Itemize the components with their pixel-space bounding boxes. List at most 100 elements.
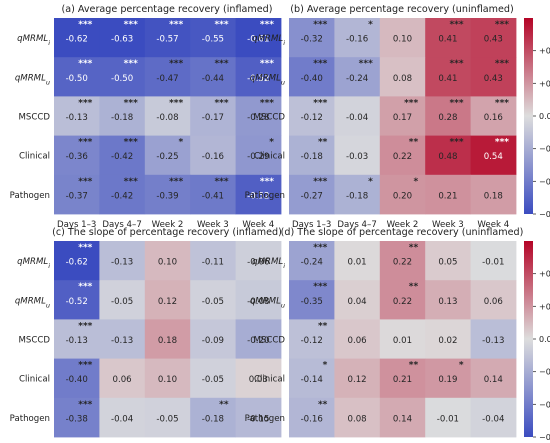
heatmap-cell <box>470 18 517 58</box>
significance-stars: *** <box>260 98 274 108</box>
heatmap-cell <box>99 96 146 136</box>
heatmap-cell <box>334 241 381 281</box>
row-label: Clinical <box>254 152 285 162</box>
cell-value: 0.21 <box>393 375 412 385</box>
heatmap-cell <box>144 241 191 281</box>
row-label: qMRMLi <box>17 257 50 270</box>
cell-value: -0.16 <box>202 152 224 162</box>
heatmap-cell <box>334 358 381 399</box>
colorbar-tick-label: +0.2 <box>539 79 550 88</box>
cell-value: 0.22 <box>393 152 412 162</box>
heatmap-cell <box>235 96 282 136</box>
cell-value: -0.52 <box>247 191 269 201</box>
heatmap-cell <box>235 135 282 176</box>
significance-stars: * <box>269 138 274 148</box>
cell-value: -0.40 <box>66 375 88 385</box>
cell-value: 0.43 <box>484 74 503 84</box>
heatmap-cell <box>144 319 191 359</box>
significance-stars: *** <box>449 98 463 108</box>
cell-value: -0.62 <box>66 258 88 268</box>
heatmap-cell <box>54 280 100 320</box>
cell-value: -0.29 <box>247 152 269 162</box>
row-label: Pathogen <box>10 191 50 201</box>
cell-value: -0.35 <box>301 297 323 307</box>
row-label: Clinical <box>254 375 285 385</box>
row-label: Pathogen <box>245 191 285 201</box>
cell-value: -0.24 <box>301 258 323 268</box>
significance-stars: *** <box>78 282 92 292</box>
heatmap-cell <box>379 397 426 438</box>
cell-value: 0.14 <box>393 414 412 424</box>
significance-stars: *** <box>313 20 327 30</box>
cell-value: -0.27 <box>301 191 323 201</box>
significance-stars: *** <box>169 59 183 69</box>
significance-stars: *** <box>78 321 92 331</box>
heatmap-cell <box>470 397 517 438</box>
significance-stars: *** <box>214 177 228 187</box>
column-label: Week 2 <box>387 220 419 230</box>
cell-value: 0.43 <box>484 35 503 45</box>
heatmap-panel-4: (d) The slope of percentage recovery (un… <box>245 227 523 438</box>
heatmap-cell <box>190 135 236 176</box>
column-label: Week 4 <box>477 220 509 230</box>
heatmap-cell <box>99 280 146 320</box>
significance-stars: *** <box>78 20 92 30</box>
heatmap-cell <box>334 135 381 176</box>
cell-value: -0.05 <box>202 297 224 307</box>
cell-value: 0.54 <box>484 152 503 162</box>
heatmap-cell <box>235 358 282 399</box>
cell-value: 0.22 <box>393 258 412 268</box>
column-label: Days 1–3 <box>292 220 331 230</box>
cell-value: 0.12 <box>158 297 177 307</box>
cell-value: 0.12 <box>348 375 367 385</box>
cell-value: -0.50 <box>66 74 88 84</box>
cell-value: 0.08 <box>348 414 367 424</box>
significance-stars: *** <box>313 243 327 253</box>
significance-stars: * <box>368 177 373 187</box>
cell-value: -0.01 <box>437 414 459 424</box>
row-label: qMRMLu <box>250 73 285 86</box>
significance-stars: ** <box>318 138 328 148</box>
heatmap-cell <box>289 174 335 215</box>
heatmap-cell <box>470 280 517 320</box>
significance-stars: *** <box>214 98 228 108</box>
significance-stars: *** <box>214 20 228 30</box>
heatmap-cell <box>289 135 335 176</box>
cell-value: 0.10 <box>158 375 177 385</box>
cell-value: -0.09 <box>202 336 224 346</box>
heatmap-cell <box>144 280 191 320</box>
heatmap-cell <box>425 319 471 359</box>
significance-stars: *** <box>359 59 373 69</box>
heatmap-cell <box>470 135 517 176</box>
heatmap-cell <box>144 57 191 97</box>
cell-value: -0.04 <box>346 113 368 123</box>
heatmap-cell <box>144 96 191 136</box>
significance-stars: *** <box>495 20 509 30</box>
significance-stars: *** <box>260 177 274 187</box>
heatmap-cell <box>334 174 381 215</box>
heatmap-cell <box>425 57 471 97</box>
cell-value: -0.39 <box>156 191 178 201</box>
row-label: Pathogen <box>10 414 50 424</box>
heatmap-cell <box>190 174 236 215</box>
heatmap-cell <box>379 18 426 58</box>
cell-value: -0.13 <box>66 113 88 123</box>
heatmap-cell <box>99 358 146 399</box>
heatmap-cell <box>99 57 146 97</box>
heatmap-cell <box>425 358 471 399</box>
heatmap-cell <box>425 241 471 281</box>
cell-value: -0.61 <box>247 35 269 45</box>
heatmap-cell <box>289 319 335 359</box>
cell-value: -0.55 <box>202 35 224 45</box>
significance-stars: *** <box>78 361 92 371</box>
colorbar-tick-label: −0.2 <box>539 145 550 154</box>
significance-stars: *** <box>78 138 92 148</box>
heatmap-cell <box>379 96 426 136</box>
cell-value: -0.52 <box>66 297 88 307</box>
heatmap-cell <box>289 397 335 438</box>
significance-stars: *** <box>124 20 138 30</box>
colorbar-tick-label: +0.4 <box>539 270 550 279</box>
cell-value: 0.28 <box>438 113 457 123</box>
heatmap-cell <box>334 57 381 97</box>
row-label: MSCCD <box>19 113 51 123</box>
